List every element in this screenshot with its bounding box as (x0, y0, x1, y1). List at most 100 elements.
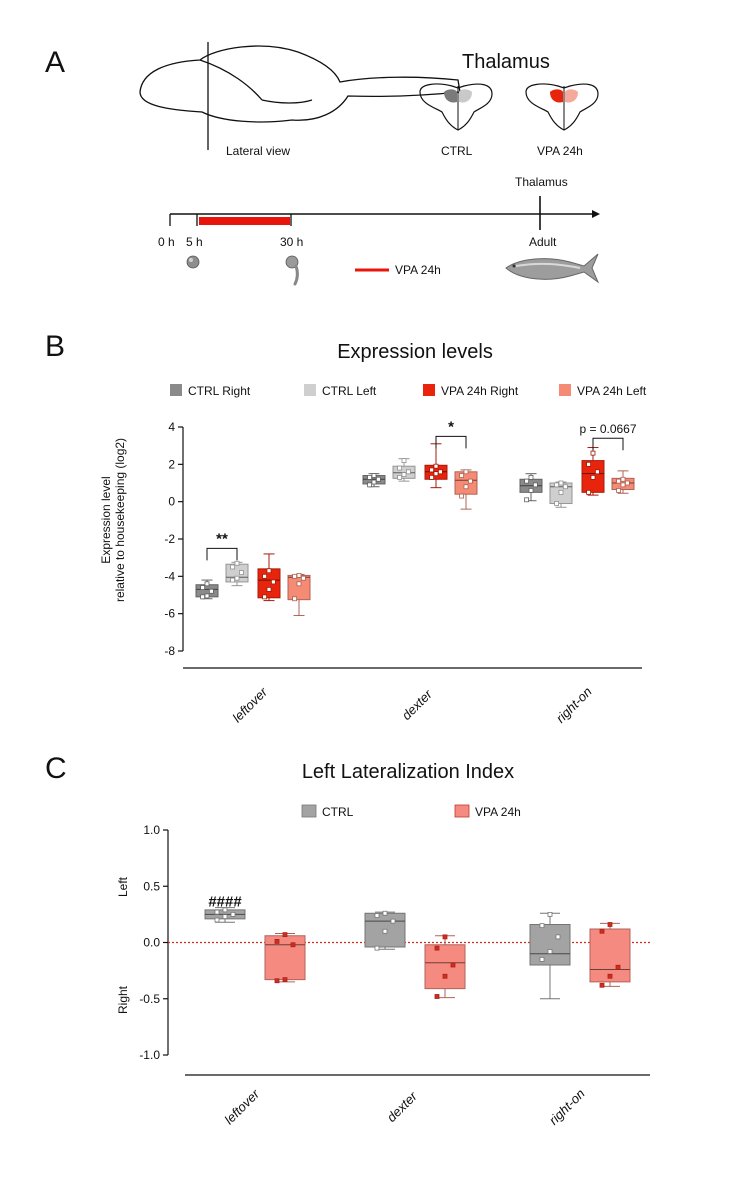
timeline-0h-label: 0 h (158, 235, 175, 249)
legend-ctrl-right: CTRL Right (188, 384, 251, 398)
category-label-leftover: leftover (229, 684, 270, 725)
legend-swatch-ctrl-right (170, 384, 182, 396)
y-tick-label: 2 (168, 457, 175, 471)
legend-ctrl: CTRL (322, 805, 354, 819)
data-point (615, 964, 621, 970)
y-tick-label: -4 (164, 569, 175, 583)
chart-c-right-label: Right (116, 985, 130, 1014)
svg-text:relative to housekeeping (log2: relative to housekeeping (log2) (113, 438, 127, 602)
box-iqr (287, 574, 311, 601)
data-point (222, 914, 228, 920)
data-point (200, 594, 206, 600)
significance-bracket: ** (206, 530, 238, 561)
data-point (616, 488, 621, 493)
legend-vpa: VPA 24h (475, 805, 521, 819)
data-point (547, 911, 553, 917)
vpa-exposure-bar (199, 217, 290, 225)
data-point (620, 482, 626, 488)
box-vpa-24h-dexter (424, 934, 466, 999)
chart-c-legend: CTRL VPA 24h (301, 804, 521, 819)
data-point (367, 482, 373, 488)
category-label-dexter: dexter (384, 1088, 421, 1125)
box-vpa-24h-left-dexter (454, 469, 478, 510)
data-point (405, 469, 411, 475)
data-point (533, 482, 538, 488)
data-point (296, 581, 302, 587)
data-point (204, 581, 210, 587)
y-tick-label: -6 (164, 607, 175, 621)
panel-c-label: C (45, 752, 67, 785)
data-point (262, 594, 268, 600)
data-point (401, 472, 407, 478)
legend-vpa-right: VPA 24h Right (441, 384, 519, 398)
legend-ctrl-left: CTRL Left (322, 384, 377, 398)
box-iqr (257, 568, 281, 599)
box-iqr (454, 471, 478, 495)
data-point (397, 474, 403, 480)
data-point (371, 479, 377, 485)
y-tick-label: 0.5 (143, 879, 160, 893)
box-ctrl-left-right-on (549, 480, 573, 508)
box-ctrl-leftover (204, 907, 246, 923)
significance-label: p = 0.0667 (579, 422, 636, 436)
data-point (230, 911, 236, 917)
data-point (607, 922, 613, 927)
box-iqr (264, 935, 306, 981)
y-tick-label: -0.5 (139, 992, 160, 1006)
significance-bracket: * (435, 418, 467, 449)
thalamus-title: Thalamus (462, 51, 550, 73)
y-tick-label: 0 (168, 495, 175, 509)
y-tick-label: 0.0 (143, 936, 160, 950)
legend-swatch-ctrl (301, 804, 317, 818)
data-point (616, 478, 621, 484)
data-point (300, 575, 306, 581)
data-point (292, 573, 298, 579)
data-point (558, 480, 564, 486)
timeline-legend-label: VPA 24h (395, 263, 441, 277)
data-point (539, 923, 545, 929)
chart-c-left-label: Left (116, 876, 130, 897)
box-iqr (529, 924, 571, 966)
ctrl-thalamus-section (419, 83, 493, 131)
data-point (554, 501, 559, 506)
box-vpa-24h-right-on (589, 922, 631, 988)
data-point (270, 579, 276, 585)
legend-swatch-vpa-left (559, 384, 571, 396)
embryo-drawing (186, 255, 200, 269)
significance-label: ** (216, 530, 228, 547)
box-vpa-24h-left-right-on (611, 470, 635, 494)
data-point (204, 593, 210, 599)
data-point (266, 568, 272, 574)
box-iqr (589, 928, 631, 983)
data-point (467, 478, 473, 484)
data-point (274, 978, 280, 984)
timeline-30h-label: 30 h (280, 235, 303, 249)
data-point (397, 465, 403, 471)
significance-bracket: p = 0.0667 (579, 422, 637, 451)
data-point (558, 489, 564, 495)
data-point (230, 564, 236, 570)
box-ctrl-right-leftover (195, 579, 219, 600)
data-point (463, 469, 469, 475)
category-label-right-on: right-on (546, 1086, 588, 1128)
data-point (371, 473, 377, 478)
significance-label: * (448, 418, 454, 435)
data-point (401, 458, 407, 464)
chart-b-legend: CTRL Right CTRL Left VPA 24h Right VPA 2… (170, 384, 647, 398)
data-point (234, 575, 240, 581)
data-point (429, 474, 435, 480)
data-point (434, 994, 440, 999)
category-label-right-on: right-on (553, 684, 595, 726)
data-point (524, 497, 529, 503)
data-point (375, 476, 381, 482)
data-point (200, 585, 206, 590)
data-point (274, 938, 280, 944)
data-point (442, 973, 448, 979)
data-point (599, 928, 605, 934)
data-point (433, 463, 439, 469)
box-ctrl-right-dexter (362, 473, 386, 488)
data-point (214, 909, 220, 915)
category-label-leftover: leftover (221, 1086, 262, 1127)
data-point (208, 588, 214, 594)
